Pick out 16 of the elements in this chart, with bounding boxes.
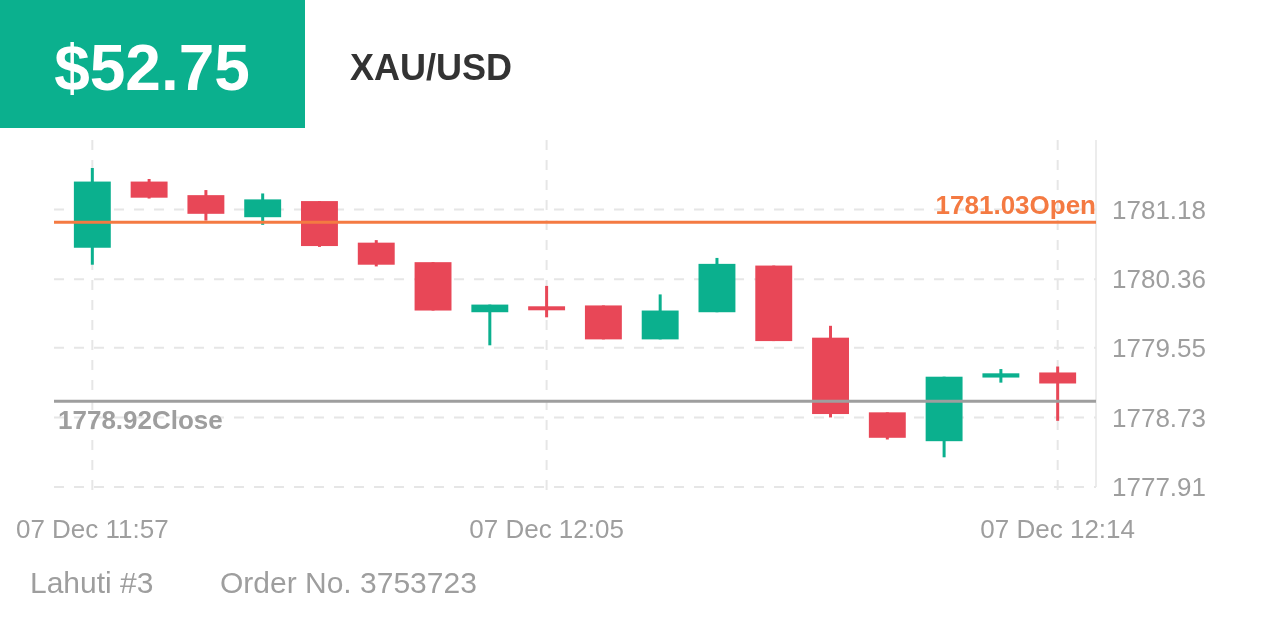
y-tick-label: 1780.36 (1112, 264, 1206, 295)
text: Order No. 3753723 (220, 566, 477, 599)
candlestick (1039, 366, 1077, 421)
y-tick-label: 1777.91 (1112, 472, 1206, 503)
chart-title: XAU/USD (350, 47, 513, 88)
y-tick-label: 1778.73 (1112, 402, 1206, 433)
candlestick (528, 284, 566, 318)
y-tick-label: 1781.18 (1112, 194, 1206, 225)
text: $52.75 (54, 32, 250, 104)
x-tick-label: 07 Dec 11:57 (15, 514, 169, 544)
x-tick-label: 07 Dec 12:05 (469, 514, 624, 544)
x-tick-label: 07 Dec 12:14 (980, 514, 1136, 544)
ref-line-label: 1778.92Close (58, 405, 223, 436)
text: Lahuti #3 (30, 566, 154, 599)
y-tick-label: 1779.55 (1112, 332, 1206, 363)
ref-line-label: 1781.03Open (935, 190, 1096, 221)
